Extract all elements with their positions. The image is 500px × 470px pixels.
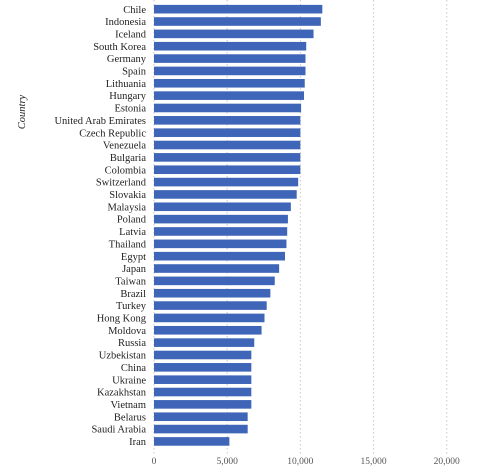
bar-russia xyxy=(154,338,255,347)
bar-belarus xyxy=(154,412,248,422)
bar-slovakia xyxy=(154,190,297,199)
category-label: Iceland xyxy=(115,29,147,40)
bar-spain xyxy=(154,66,306,76)
bar-hungary xyxy=(154,91,305,100)
bar-malaysia xyxy=(154,202,291,212)
bar-vietnam xyxy=(154,400,252,409)
category-label: Switzerland xyxy=(96,178,147,189)
category-label: Malaysia xyxy=(108,202,147,213)
category-label: Moldova xyxy=(108,326,146,337)
bar-united-arab-emirates xyxy=(154,116,301,125)
bar-thailand xyxy=(154,239,287,249)
x-tick-label: 5,000 xyxy=(216,457,238,467)
category-label: Thailand xyxy=(109,239,147,250)
category-label: China xyxy=(121,363,146,374)
category-label: Uzbekistan xyxy=(99,351,147,362)
bar-venezuela xyxy=(154,140,301,150)
bar-latvia xyxy=(154,227,288,236)
category-label: Taiwan xyxy=(115,276,147,287)
bar-indonesia xyxy=(154,17,321,26)
category-label: Hungary xyxy=(109,91,146,102)
category-label: Bulgaria xyxy=(110,153,146,164)
category-label: Lithuania xyxy=(106,79,147,90)
bar-colombia xyxy=(154,165,301,175)
category-label: Latvia xyxy=(119,227,146,238)
bar-switzerland xyxy=(154,177,299,187)
category-label: Russia xyxy=(118,338,146,349)
category-label: South Korea xyxy=(93,42,146,53)
category-label: Chile xyxy=(123,5,146,16)
category-label: Colombia xyxy=(105,165,147,176)
bar-estonia xyxy=(154,103,302,113)
category-label: Venezuela xyxy=(103,141,146,152)
category-label: Egypt xyxy=(121,252,146,263)
bar-south-korea xyxy=(154,41,307,51)
bar-chile xyxy=(154,4,323,14)
bars-layer xyxy=(154,4,323,446)
x-tick-label: 0 xyxy=(152,457,157,467)
category-label: Czech Republic xyxy=(79,128,146,139)
x-tick-label: 10,000 xyxy=(287,457,313,467)
bar-bulgaria xyxy=(154,153,301,162)
x-tick-labels: 0 5,000 10,000 15,000 20,000 xyxy=(152,457,460,467)
category-label: Slovakia xyxy=(109,190,146,201)
category-label: Poland xyxy=(117,215,147,226)
bar-ukraine xyxy=(154,375,252,384)
bar-hong-kong xyxy=(154,313,265,323)
x-tick-label: 15,000 xyxy=(360,457,386,467)
bar-czech-republic xyxy=(154,128,301,137)
category-label: Kazakhstan xyxy=(97,388,147,399)
category-label: Japan xyxy=(122,264,147,275)
bar-brazil xyxy=(154,288,271,298)
category-label: Saudi Arabia xyxy=(91,425,146,436)
category-label: Turkey xyxy=(116,301,147,312)
y-axis-label: Country xyxy=(17,94,28,129)
bar-uzbekistan xyxy=(154,350,252,360)
bar-saudi-arabia xyxy=(154,424,248,434)
bar-iceland xyxy=(154,29,314,39)
bar-moldova xyxy=(154,325,262,335)
bar-japan xyxy=(154,264,280,273)
bar-lithuania xyxy=(154,78,305,88)
bar-kazakhstan xyxy=(154,387,252,397)
category-label: United Arab Emirates xyxy=(54,116,146,127)
category-label: Belarus xyxy=(114,412,146,423)
category-label: Estonia xyxy=(115,104,147,115)
bar-egypt xyxy=(154,251,285,261)
bar-china xyxy=(154,363,252,372)
category-label: Iran xyxy=(129,437,147,448)
category-label: Vietnam xyxy=(110,400,146,411)
bar-turkey xyxy=(154,301,267,310)
x-tick-label: 20,000 xyxy=(434,457,460,467)
category-label: Indonesia xyxy=(105,17,146,28)
bar-taiwan xyxy=(154,276,275,286)
category-label: Ukraine xyxy=(112,375,146,386)
category-label: Spain xyxy=(122,67,147,78)
category-label: Brazil xyxy=(120,289,146,300)
bar-germany xyxy=(154,54,306,63)
category-label: Hong Kong xyxy=(97,314,147,325)
bar-poland xyxy=(154,214,288,224)
category-label: Germany xyxy=(107,54,147,65)
bar-iran xyxy=(154,437,230,446)
